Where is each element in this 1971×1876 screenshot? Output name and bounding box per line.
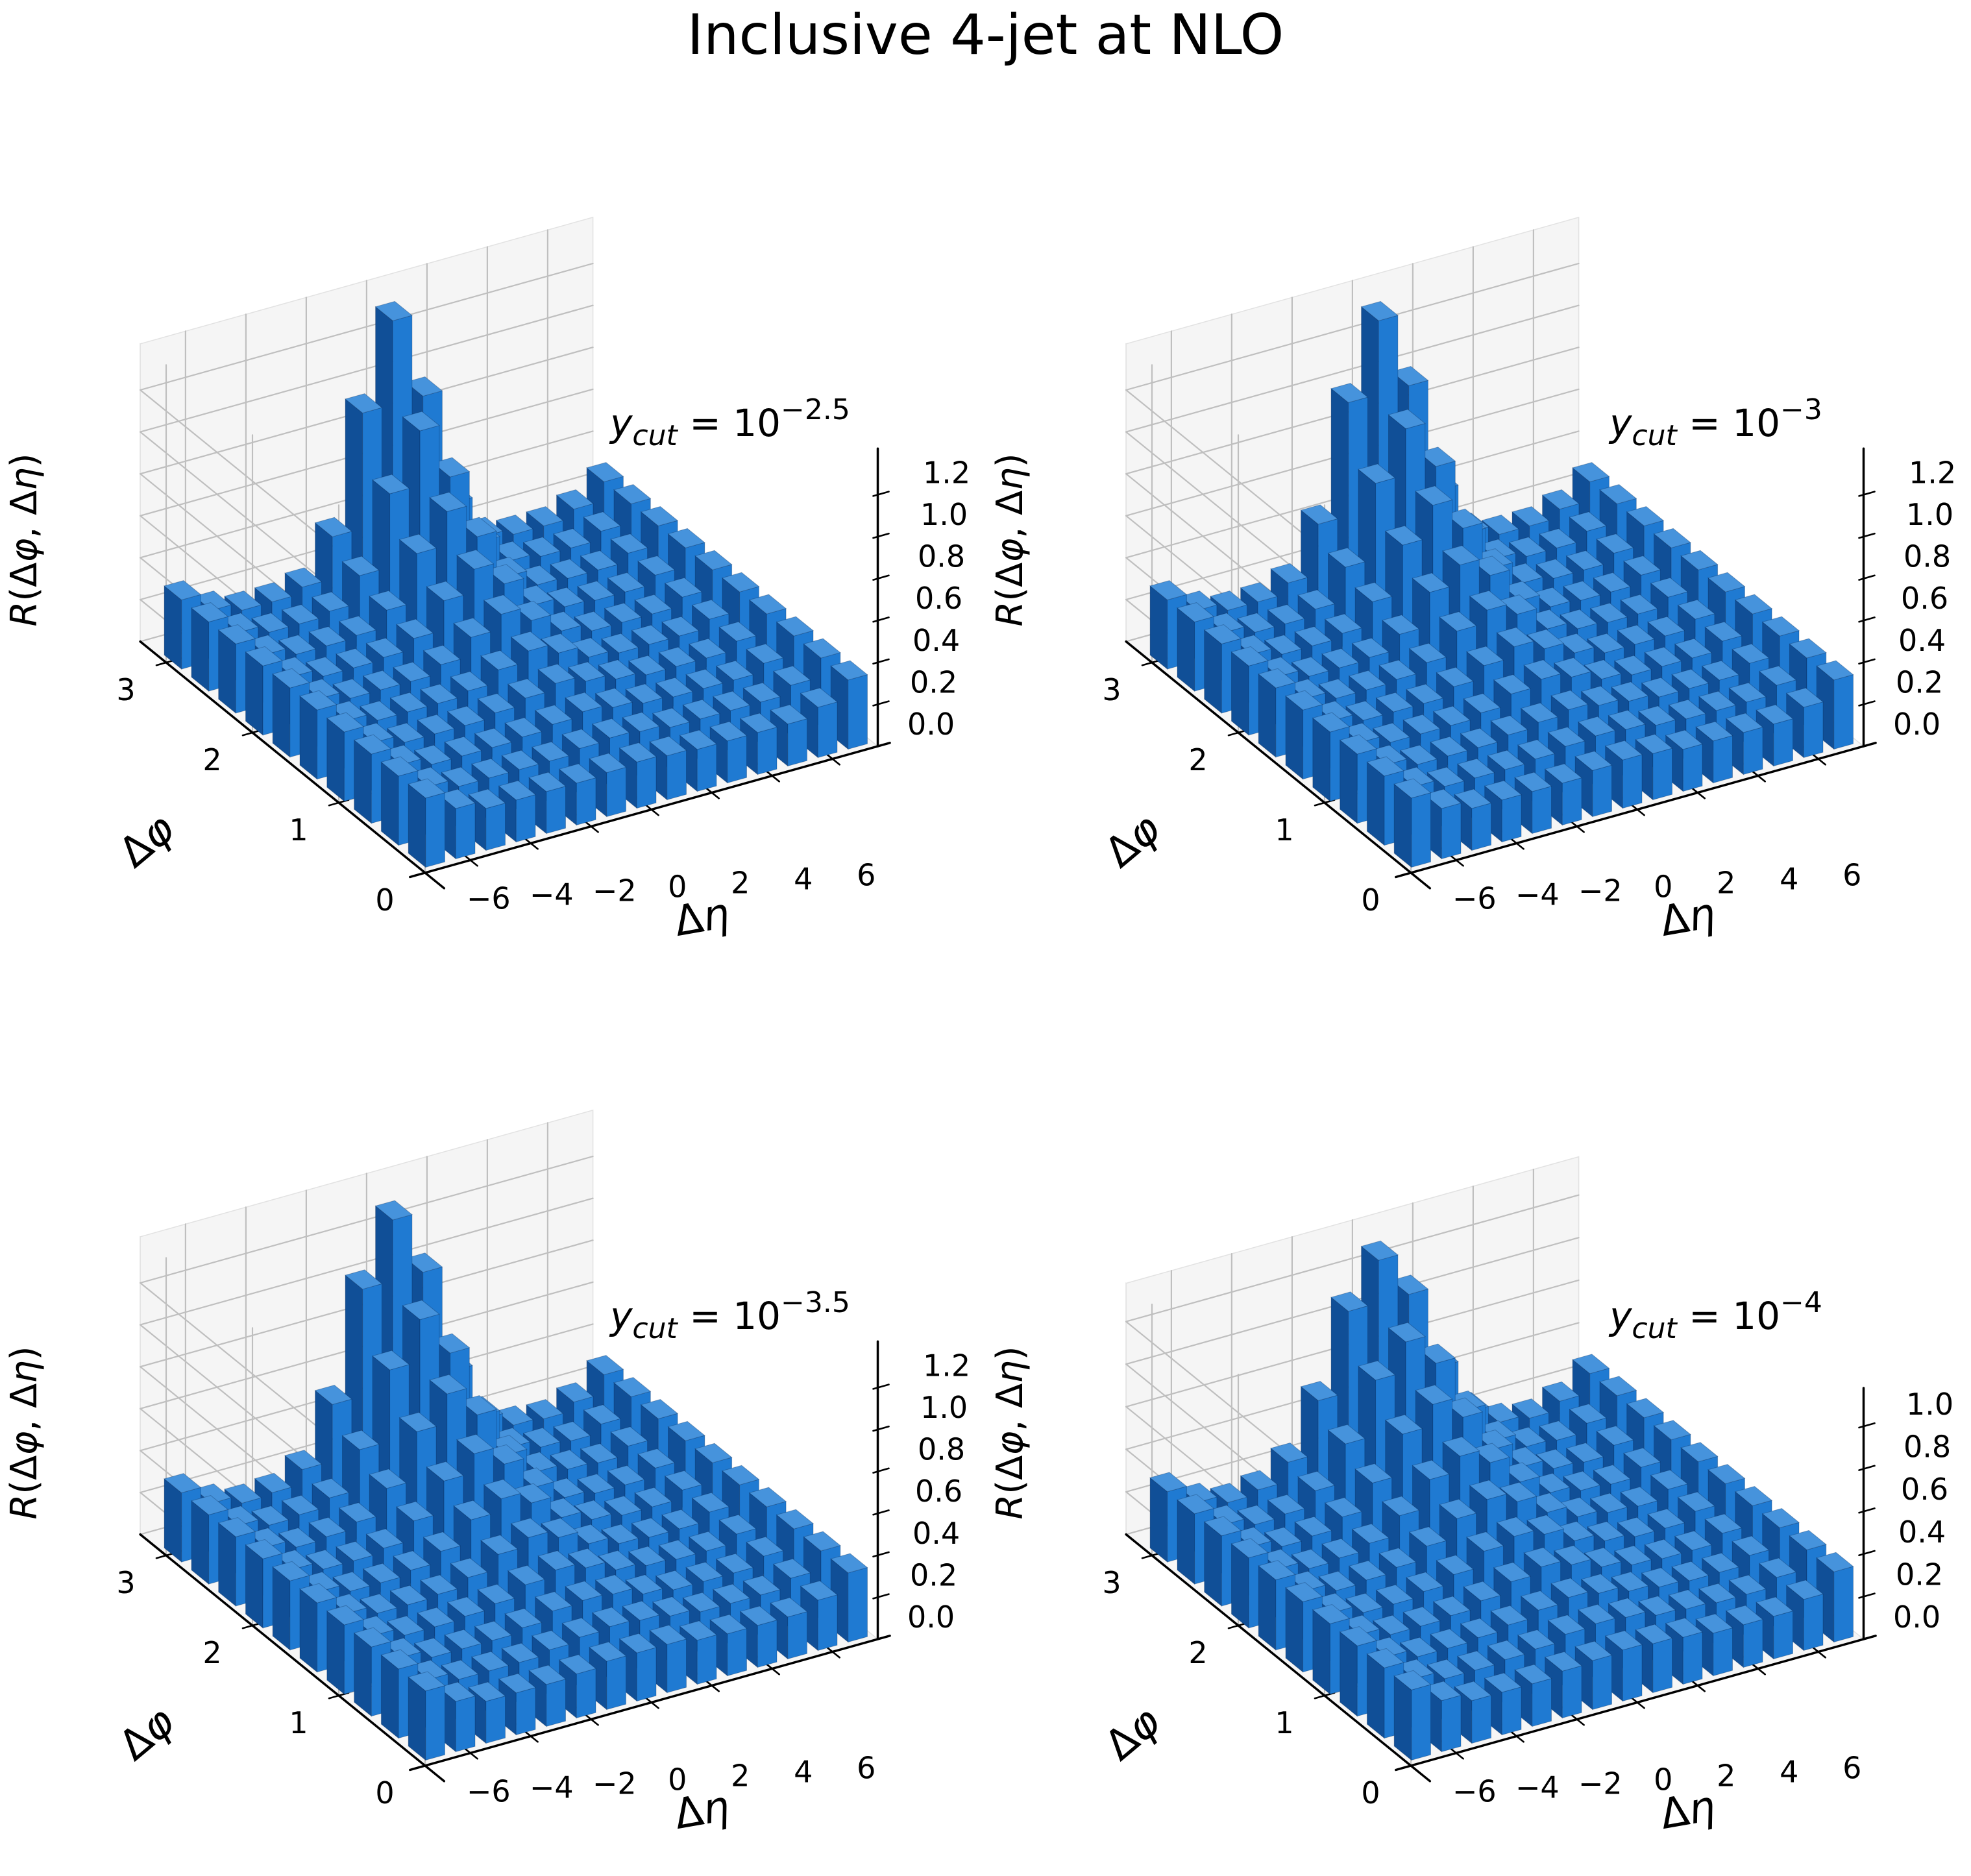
x-axis-label: Δη xyxy=(670,890,733,947)
svg-text:−4: −4 xyxy=(530,877,574,912)
svg-text:2: 2 xyxy=(731,866,750,901)
subplot-ycut-10e-2p5: 0.0 0.2 0.4 0.6 0.8 1.0 1.2 −6 −4 −2 0 2 4 6 0 1 2 3 Δη Δφ R… xyxy=(3,216,970,947)
svg-text:6: 6 xyxy=(1842,1751,1861,1786)
svg-text:0.2: 0.2 xyxy=(910,664,957,700)
svg-text:1.0: 1.0 xyxy=(1906,497,1953,532)
svg-text:0.4: 0.4 xyxy=(912,623,960,658)
svg-text:3: 3 xyxy=(116,1565,135,1600)
svg-text:−6: −6 xyxy=(467,881,511,916)
svg-text:1.2: 1.2 xyxy=(923,1348,970,1383)
svg-text:0.6: 0.6 xyxy=(915,581,962,616)
subplot-ycut-10e-3p5: 0.0 0.2 0.4 0.6 0.8 1.0 1.2 −6 −4 −2 0 2 4 6 0 1 2 3 Δη Δφ R… xyxy=(3,1109,970,1840)
svg-text:0.2: 0.2 xyxy=(1896,1557,1943,1592)
svg-text:2: 2 xyxy=(1717,866,1735,901)
svg-text:0.4: 0.4 xyxy=(1898,1515,1946,1550)
svg-text:0.0: 0.0 xyxy=(907,1600,955,1635)
svg-text:0.8: 0.8 xyxy=(1904,1430,1951,1465)
svg-text:6: 6 xyxy=(1842,858,1861,893)
svg-text:−2: −2 xyxy=(1578,1766,1622,1801)
svg-text:0.6: 0.6 xyxy=(915,1474,962,1509)
svg-text:−6: −6 xyxy=(1452,1774,1497,1809)
svg-text:−4: −4 xyxy=(530,1770,574,1805)
svg-text:−4: −4 xyxy=(1515,877,1560,912)
svg-text:0.6: 0.6 xyxy=(1901,581,1948,616)
y-axis-label: Δφ xyxy=(1096,1698,1169,1770)
svg-text:0: 0 xyxy=(1654,870,1672,905)
svg-text:0: 0 xyxy=(668,870,687,905)
svg-text:0: 0 xyxy=(1654,1762,1672,1797)
svg-text:1: 1 xyxy=(289,1705,308,1740)
svg-text:1: 1 xyxy=(1275,1705,1293,1740)
svg-text:0.4: 0.4 xyxy=(1898,623,1946,658)
svg-text:3: 3 xyxy=(116,672,135,707)
svg-text:−6: −6 xyxy=(467,1774,511,1809)
svg-text:−2: −2 xyxy=(593,1766,637,1801)
svg-text:4: 4 xyxy=(794,1755,813,1790)
svg-text:2: 2 xyxy=(1188,1635,1207,1670)
svg-text:1.0: 1.0 xyxy=(1906,1387,1953,1422)
svg-text:2: 2 xyxy=(1188,742,1207,777)
x-axis-label: Δη xyxy=(1656,1783,1719,1840)
svg-text:2: 2 xyxy=(202,742,221,777)
svg-text:0: 0 xyxy=(1361,1775,1380,1810)
subplot-ycut-10e-3: 0.0 0.2 0.4 0.6 0.8 1.0 1.2 −6 −4 −2 0 2 4 6 0 1 2 3 Δη Δφ R… xyxy=(989,216,1956,947)
svg-text:0.0: 0.0 xyxy=(1893,1600,1940,1635)
svg-text:6: 6 xyxy=(857,1751,875,1786)
svg-text:0.0: 0.0 xyxy=(907,707,955,742)
svg-text:0.0: 0.0 xyxy=(1893,707,1940,742)
figure-title: Inclusive 4-jet at NLO xyxy=(687,3,1284,67)
y-axis-label: Δφ xyxy=(110,805,184,877)
subplot-ycut-10e-4: 0.0 0.2 0.4 0.6 0.8 1.0 −6 −4 −2 0 2 4 6 0 1 2 3 Δη Δφ R(Δφ… xyxy=(989,1156,1953,1840)
svg-text:0.8: 0.8 xyxy=(918,1432,965,1467)
svg-text:1: 1 xyxy=(289,812,308,847)
x-axis-label: Δη xyxy=(1656,890,1719,947)
svg-text:1.0: 1.0 xyxy=(920,1390,968,1425)
z-axis-label: R(Δφ, Δη) xyxy=(3,1346,45,1519)
ycut-annotation: ycut = 10−2.5 xyxy=(609,393,850,452)
x-axis-label: Δη xyxy=(670,1783,733,1840)
y-axis-label: Δφ xyxy=(1096,805,1169,877)
svg-text:4: 4 xyxy=(1780,862,1798,897)
svg-text:2: 2 xyxy=(202,1635,221,1670)
z-axis-label: R(Δφ, Δη) xyxy=(989,453,1031,626)
svg-text:0.2: 0.2 xyxy=(1896,664,1943,700)
svg-text:1: 1 xyxy=(1275,812,1293,847)
svg-text:4: 4 xyxy=(1780,1755,1798,1790)
ycut-annotation: ycut = 10−3.5 xyxy=(609,1286,850,1345)
svg-text:0: 0 xyxy=(375,883,394,918)
ycut-annotation: ycut = 10−4 xyxy=(1608,1286,1822,1345)
svg-text:0.6: 0.6 xyxy=(1901,1472,1948,1507)
y-axis-label: Δφ xyxy=(110,1698,184,1770)
svg-text:2: 2 xyxy=(1717,1759,1735,1794)
svg-text:6: 6 xyxy=(857,858,875,893)
ycut-annotation: ycut = 10−3 xyxy=(1608,393,1822,452)
svg-text:0: 0 xyxy=(668,1762,687,1797)
svg-text:1.0: 1.0 xyxy=(920,497,968,532)
svg-text:0: 0 xyxy=(1361,883,1380,918)
svg-text:0.8: 0.8 xyxy=(1904,539,1951,574)
svg-text:3: 3 xyxy=(1102,1565,1121,1600)
svg-text:0.8: 0.8 xyxy=(918,539,965,574)
z-axis-label: R(Δφ, Δη) xyxy=(3,453,45,626)
svg-text:−6: −6 xyxy=(1452,881,1497,916)
svg-text:1.2: 1.2 xyxy=(1909,455,1956,490)
svg-text:−2: −2 xyxy=(1578,873,1622,908)
svg-text:−2: −2 xyxy=(593,873,637,908)
svg-text:0.4: 0.4 xyxy=(912,1516,960,1551)
svg-text:4: 4 xyxy=(794,862,813,897)
svg-text:0: 0 xyxy=(375,1775,394,1810)
svg-text:3: 3 xyxy=(1102,672,1121,707)
svg-text:1.2: 1.2 xyxy=(923,455,970,490)
svg-text:2: 2 xyxy=(731,1759,750,1794)
svg-text:0.2: 0.2 xyxy=(910,1557,957,1592)
svg-text:−4: −4 xyxy=(1515,1770,1560,1805)
z-axis-label: R(Δφ, Δη) xyxy=(989,1346,1031,1519)
